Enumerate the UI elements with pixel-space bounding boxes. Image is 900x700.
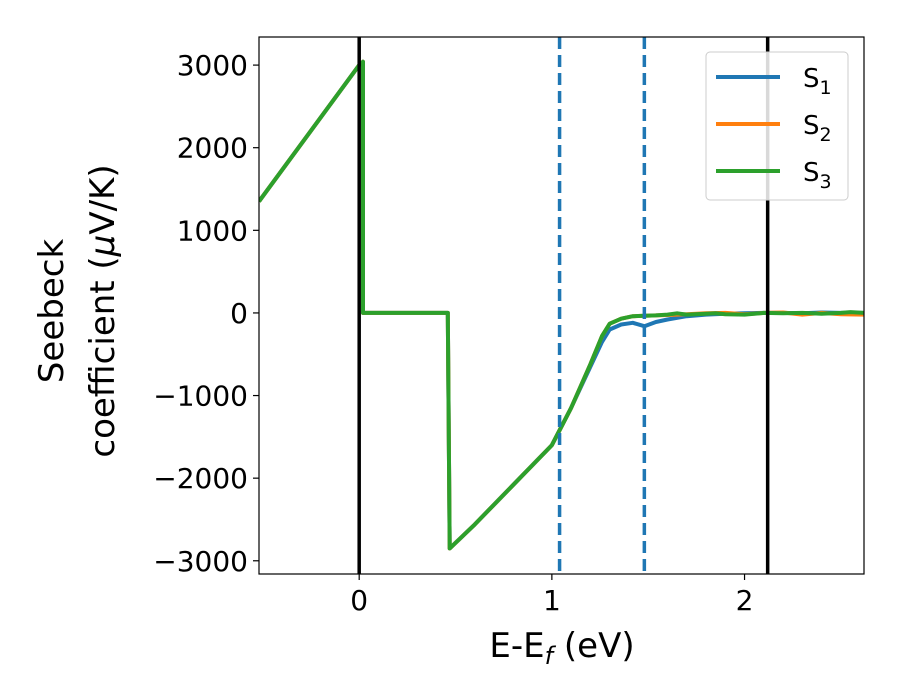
y-tick-label: −2000 [153, 462, 248, 495]
plot-frame [258, 36, 865, 575]
legend-label-2: S2 [803, 111, 832, 146]
y-tick-label: 2000 [177, 132, 248, 165]
y-tick-label: −1000 [153, 380, 248, 413]
y-tick-label: 0 [230, 297, 248, 330]
x-tick-label: 0 [350, 584, 368, 617]
legend: S1 S2 S3 [705, 51, 849, 201]
y-axis-label-line2: coefficient (μV/K) [83, 164, 123, 457]
y-tick-label: 1000 [177, 214, 248, 247]
y-axis-label-line1: Seebeck [32, 239, 72, 384]
legend-label-1: S1 [803, 64, 832, 99]
y-tick-label: 3000 [177, 49, 248, 82]
y-axis-label: Seebeck coefficient (μV/K) [32, 164, 123, 457]
x-tick-label: 1 [543, 584, 561, 617]
ticks-layer: 0 1 2 3000 2000 1000 0 −1000 −2000 −3000 [153, 49, 753, 617]
x-tick-label: 2 [736, 584, 754, 617]
x-axis-label: E-Ef (eV) [489, 626, 634, 670]
legend-label-3: S3 [803, 158, 832, 193]
y-tick-label: −3000 [153, 545, 248, 578]
